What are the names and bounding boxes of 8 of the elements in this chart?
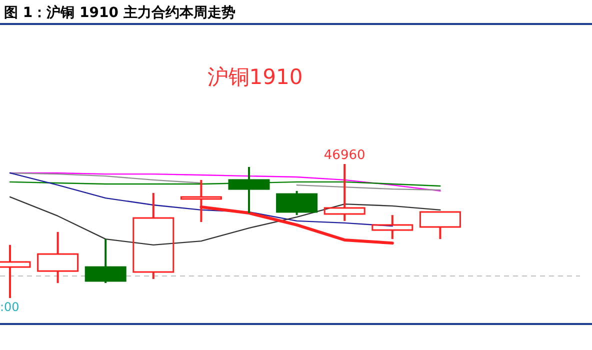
candlestick [228, 166, 270, 214]
text: :00 [0, 300, 20, 314]
text: 46960 [324, 148, 366, 163]
candlestick [37, 230, 79, 284]
candlestick [324, 163, 366, 222]
chart-title: 图 1：沪铜 1910 主力合约本周走势 [4, 4, 236, 21]
candlestick [180, 178, 222, 224]
chart-subtitle: 沪铜1910 [207, 65, 303, 89]
